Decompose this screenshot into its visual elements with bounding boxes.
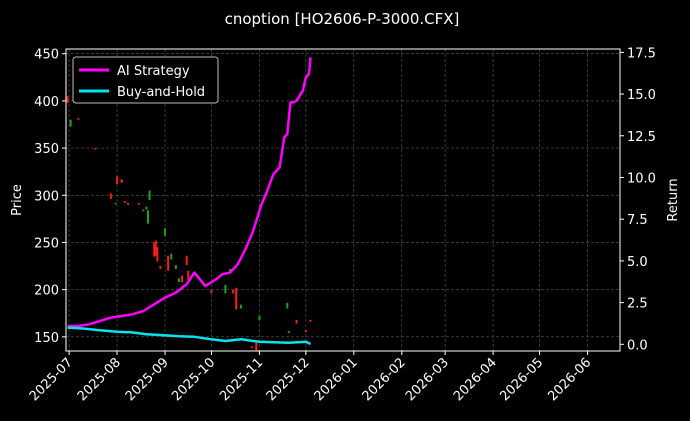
- candle-up: [177, 278, 180, 283]
- y-left-tick-label: 400: [34, 95, 59, 110]
- y-left-tick-label: 250: [34, 236, 59, 251]
- candle-down: [295, 319, 298, 324]
- series-line-buy-and-hold: [67, 326, 312, 346]
- candle-down: [116, 176, 119, 184]
- x-tick-label: 2025-11: [217, 355, 266, 404]
- candle-up: [174, 265, 177, 269]
- y-axis-right-label: Return: [666, 178, 681, 221]
- candle-down: [159, 266, 162, 269]
- y-axis-left-label: Price: [10, 184, 25, 216]
- y-right-tick-label: 17.5: [627, 46, 656, 61]
- candle-down: [137, 202, 140, 205]
- x-tick-label: 2026-01: [312, 355, 361, 404]
- x-tick-label: 2025-09: [123, 355, 172, 404]
- candle-up: [69, 119, 72, 127]
- candle-up: [287, 331, 290, 334]
- x-tick-label: 2026-04: [451, 355, 500, 404]
- y-right-tick-label: 10.0: [627, 171, 656, 186]
- candles: [66, 96, 312, 351]
- candle-up: [145, 206, 148, 210]
- candle-down: [255, 342, 258, 351]
- candle-up: [164, 228, 167, 236]
- x-tick-label: 2026-06: [545, 355, 594, 404]
- candle-down: [109, 193, 112, 200]
- candle-up: [224, 284, 227, 294]
- candle-up: [114, 202, 117, 205]
- y-right-tick-label: 15.0: [627, 88, 656, 103]
- x-tick-label: 2025-10: [169, 355, 218, 404]
- x-axis: 2025-072025-082025-092025-102025-112025-…: [27, 351, 594, 404]
- y-right-tick-label: 2.5: [627, 297, 648, 312]
- candle-down: [126, 202, 129, 205]
- y-left-tick-label: 350: [34, 142, 59, 157]
- candle-down: [185, 255, 188, 266]
- legend-box: [72, 56, 219, 104]
- x-tick-label: 2026-05: [497, 355, 546, 404]
- candle-up: [148, 190, 151, 200]
- y-axis-left: 150 200 250 300 350 400 450: [34, 48, 66, 346]
- candle-up: [286, 302, 289, 309]
- y-right-tick-label: 5.0: [627, 255, 648, 270]
- y-left-tick-label: 300: [34, 189, 59, 204]
- candle-down: [94, 148, 97, 150]
- legend: AI Strategy Buy-and-Hold: [72, 56, 219, 104]
- chart-title: cnoption [HO2606-P-3000.CFX]: [225, 10, 460, 28]
- candle-down: [156, 247, 159, 262]
- candle-down: [304, 330, 307, 333]
- y-left-tick-label: 200: [34, 284, 59, 299]
- series-lines: [67, 57, 312, 346]
- series-line-ai-strategy: [67, 57, 312, 328]
- candle-down: [77, 117, 80, 120]
- candle-down: [187, 270, 190, 281]
- x-tick-label: 2025-12: [264, 355, 313, 404]
- y-right-tick-label: 0.0: [627, 338, 648, 353]
- y-left-tick-label: 150: [34, 331, 59, 346]
- candle-down: [250, 346, 253, 349]
- grid: [66, 49, 620, 351]
- candle-down: [210, 289, 213, 294]
- y-left-tick-label: 450: [34, 48, 59, 63]
- candle-down: [154, 240, 157, 256]
- candle-down: [232, 289, 235, 294]
- y-right-tick-label: 12.5: [627, 130, 656, 145]
- plot-frame: [65, 48, 621, 352]
- candle-up: [147, 210, 150, 224]
- candle-up: [170, 253, 173, 260]
- candle-up: [142, 209, 145, 212]
- candle-down: [181, 275, 184, 283]
- x-tick-label: 2025-07: [27, 355, 76, 404]
- candle-down: [167, 255, 170, 271]
- legend-buy-and-hold-label: Buy-and-Hold: [117, 85, 205, 100]
- candle-down: [123, 200, 126, 203]
- candle-down: [309, 319, 312, 322]
- y-axis-right: 0.0 2.5 5.0 7.5 10.0 12.5 15.0 17.5: [620, 46, 656, 353]
- x-tick-label: 2026-02: [360, 355, 409, 404]
- candle-down: [66, 96, 69, 103]
- candle-up: [239, 304, 242, 309]
- x-tick-label: 2025-08: [75, 355, 124, 404]
- candle-down: [120, 179, 123, 184]
- legend-ai-strategy-label: AI Strategy: [117, 64, 190, 79]
- candle-up: [258, 316, 261, 320]
- candle-down: [153, 242, 156, 257]
- y-right-tick-label: 7.5: [627, 213, 648, 228]
- x-tick-label: 2026-03: [403, 355, 452, 404]
- candle-down: [235, 287, 238, 310]
